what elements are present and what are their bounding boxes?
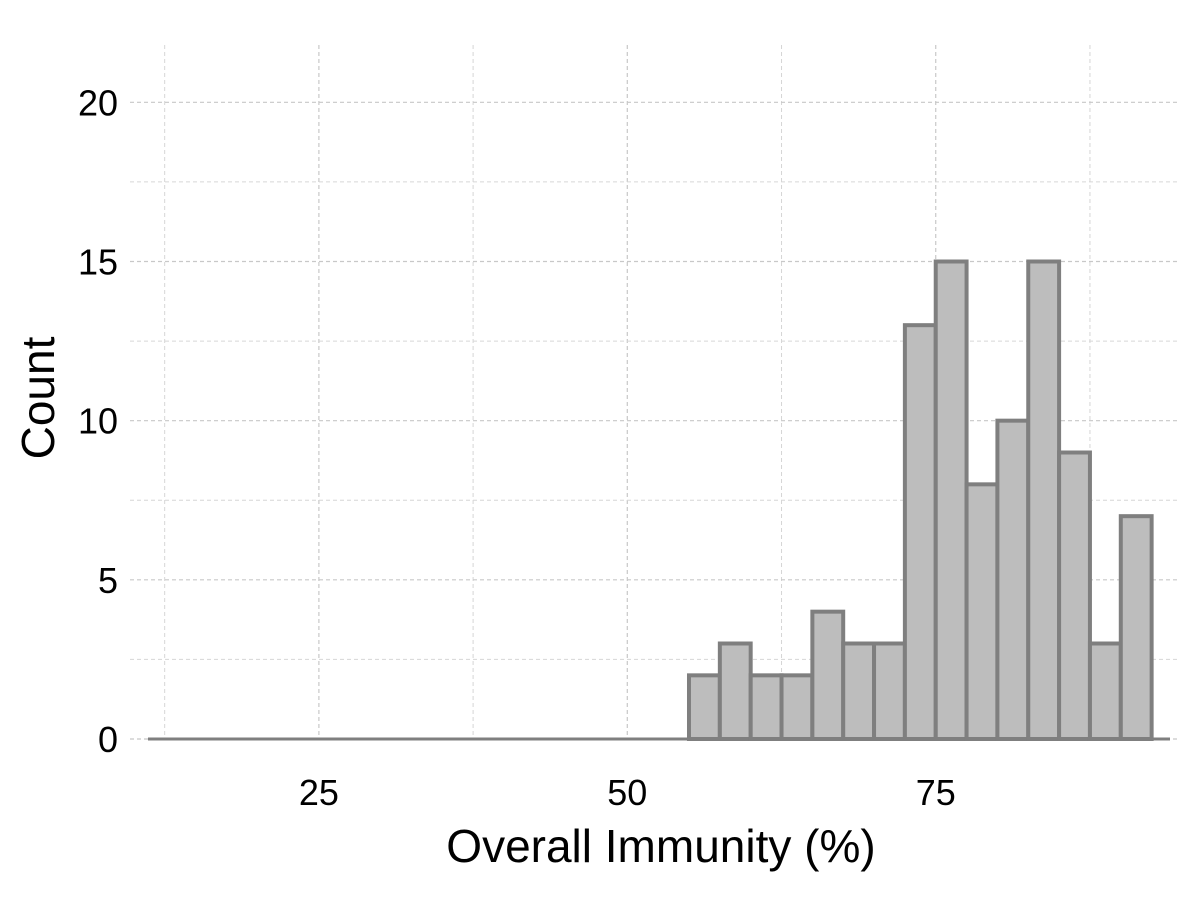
y-tick-label: 10 xyxy=(78,401,118,442)
x-axis-title: Overall Immunity (%) xyxy=(446,820,875,872)
histogram-bar xyxy=(841,641,877,741)
y-tick-label: 15 xyxy=(78,242,118,283)
x-tick-labels: 25 50 75 xyxy=(299,772,956,813)
histogram-bar xyxy=(748,673,784,741)
x-tick-label: 25 xyxy=(299,772,339,813)
y-tick-labels: 0 5 10 15 20 xyxy=(78,82,118,760)
histogram-bar xyxy=(1026,259,1062,741)
histogram-bar xyxy=(933,259,969,741)
histogram-bar xyxy=(717,641,753,741)
histogram-bar xyxy=(810,609,846,742)
histogram-bar xyxy=(1057,450,1092,741)
y-tick-label: 20 xyxy=(78,82,118,123)
histogram-bar xyxy=(686,673,722,741)
y-axis-title: Count xyxy=(12,336,64,459)
histogram-bar xyxy=(779,673,815,741)
histogram-bar xyxy=(872,641,907,741)
histogram-bar xyxy=(902,323,938,741)
y-tick-label: 5 xyxy=(98,560,118,601)
histogram-bar xyxy=(964,482,1000,742)
bars xyxy=(686,259,1154,742)
histogram-bar xyxy=(1118,514,1154,742)
histogram-bar xyxy=(995,418,1031,741)
y-tick-label: 0 xyxy=(98,719,118,760)
x-tick-label: 75 xyxy=(916,772,956,813)
x-tick-label: 50 xyxy=(607,772,647,813)
histogram-bar xyxy=(1087,641,1123,741)
